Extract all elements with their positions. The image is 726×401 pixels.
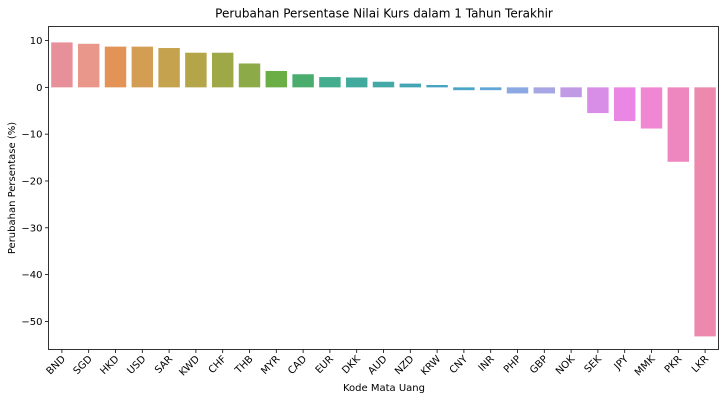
bar-kwd	[185, 52, 207, 88]
x-tick-label: KWD	[177, 354, 202, 379]
x-tick-label: USD	[126, 354, 149, 377]
bar-krw	[426, 85, 448, 88]
x-tick-label: KRW	[419, 354, 443, 378]
bar-pkr	[667, 87, 690, 162]
bar-sgd	[77, 43, 100, 88]
y-tick-label: 0	[36, 83, 42, 94]
bar-bnd	[51, 42, 73, 88]
bar-thb	[238, 63, 261, 88]
bar-php	[506, 87, 529, 94]
y-tick-label: −10	[21, 130, 42, 141]
bar-gbp	[533, 87, 556, 94]
bar-cad	[292, 74, 314, 88]
x-tick-label: INR	[477, 354, 497, 374]
x-tick-label: THB	[233, 354, 256, 377]
bar-cny	[453, 87, 475, 91]
x-tick-label: AUD	[366, 354, 389, 377]
x-tick-label: MMK	[633, 354, 658, 379]
bar-dkk	[345, 77, 368, 88]
x-tick-label: PHP	[502, 354, 524, 376]
bar-sar	[158, 48, 180, 88]
x-tick-label: JPY	[612, 353, 632, 373]
x-tick-label: SEK	[583, 354, 605, 376]
x-tick-label: CNY	[448, 353, 471, 376]
bar-lkr	[694, 87, 716, 337]
x-tick-label: NZD	[393, 354, 417, 378]
x-tick-label: PKR	[663, 354, 685, 376]
x-tick-label: CHF	[207, 354, 229, 376]
y-tick-label: −50	[21, 317, 42, 328]
x-tick-label: NOK	[554, 354, 578, 378]
x-tick-label: LKR	[690, 354, 711, 375]
bar-inr	[479, 87, 502, 91]
chart-title: Perubahan Persentase Nilai Kurs dalam 1 …	[215, 7, 553, 21]
y-tick-label: −30	[21, 223, 42, 234]
y-tick-label: −20	[21, 176, 42, 187]
y-axis: 10 0 −10 −20 −30 −40 −50	[21, 36, 49, 328]
x-tick-label: CAD	[286, 354, 309, 377]
x-axis-title: Kode Mata Uang	[343, 383, 425, 394]
bar-sek	[587, 87, 609, 114]
bar-jpy	[613, 87, 636, 122]
x-tick-label: MYR	[259, 354, 282, 377]
x-tick-label: GBP	[528, 354, 550, 376]
y-axis-title: Perubahan Persentase (%)	[7, 122, 18, 254]
bar-myr	[265, 70, 288, 88]
x-tick-label: DKK	[340, 354, 363, 377]
bar-nzd	[399, 83, 422, 88]
x-axis: BND SGD HKD USD SAR KWD CHF THB MYR CAD EUR DKK AUD N…	[45, 349, 711, 379]
bar-usd	[131, 46, 154, 88]
bar-nok	[560, 87, 582, 98]
bar-mmk	[640, 87, 663, 129]
y-tick-label: 10	[30, 36, 43, 47]
x-tick-label: SAR	[153, 354, 175, 376]
bar-hkd	[104, 46, 127, 88]
bar-chf	[211, 52, 234, 88]
bar-aud	[372, 81, 395, 88]
x-tick-label: HKD	[98, 354, 121, 377]
bars-group	[51, 42, 716, 337]
x-tick-label: BND	[45, 354, 69, 378]
bar-eur	[319, 77, 341, 88]
x-tick-label: EUR	[314, 354, 336, 376]
y-tick-label: −40	[21, 270, 42, 281]
x-tick-label: SGD	[72, 354, 95, 377]
